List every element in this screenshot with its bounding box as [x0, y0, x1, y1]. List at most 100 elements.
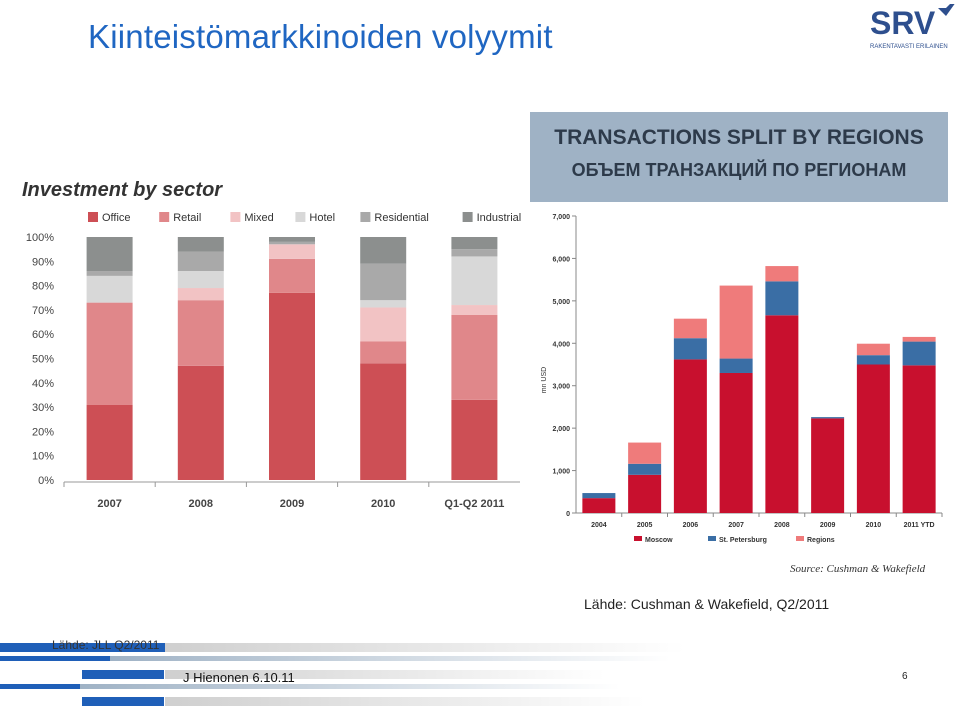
right-bar-st-petersburg: [811, 417, 845, 419]
right-y-label: mn USD: [541, 367, 548, 393]
left-legend-label-office: Office: [102, 212, 131, 224]
left-bar-hotel: [86, 275, 133, 303]
left-y-tick: 50%: [32, 354, 54, 366]
left-x-label: 2008: [189, 498, 213, 510]
left-y-tick: 20%: [32, 426, 54, 438]
footer-stripes: [0, 643, 685, 706]
right-y-tick: 0: [566, 511, 570, 518]
left-bar-residential: [360, 263, 407, 301]
left-y-axis: 0% 10% 20% 30% 40% 50% 60% 70% 80% 90% 100%: [26, 232, 520, 487]
right-x-label: 2011 YTD: [904, 522, 935, 529]
left-bar-residential: [269, 241, 315, 245]
right-chart-title: TRANSACTIONS SPLIT BY REGIONS: [554, 126, 924, 149]
right-x-label: 2004: [591, 522, 607, 529]
page-number: 6: [902, 671, 908, 682]
left-x-label: 2009: [280, 498, 304, 510]
left-bar-hotel: [360, 300, 407, 308]
right-x-labels: 2004 2005 2006 2007 2008 2009 2010 2011 YTD: [591, 513, 943, 529]
left-legend-label-residential: Residential: [374, 212, 428, 224]
right-x-label: 2009: [820, 522, 836, 529]
left-x-labels: 2007 2008 2009 2010 Q1-Q2 2011: [63, 482, 504, 510]
left-bar-retail: [360, 341, 407, 364]
right-y-tick: 3,000: [552, 384, 570, 391]
logo-text: SRV: [870, 5, 936, 41]
left-bar-mixed: [451, 305, 498, 315]
left-legend: Office Retail Mixed Hotel Residential Industr…: [88, 212, 521, 224]
left-bar-office: [177, 365, 224, 480]
right-x-label: 2008: [774, 522, 790, 529]
left-bar-industrial: [451, 237, 498, 250]
right-bar-moscow: [811, 418, 845, 513]
right-legend-label: St. Petersburg: [719, 537, 767, 544]
right-bar-moscow: [765, 315, 799, 513]
left-bar-retail: [86, 302, 133, 405]
left-bar-office: [86, 404, 133, 480]
left-x-label: 2007: [97, 498, 121, 510]
left-chart-title: Investment by sector: [22, 179, 223, 201]
left-y-tick: 80%: [32, 281, 54, 293]
left-y-tick: 90%: [32, 256, 54, 268]
left-bars: [86, 237, 498, 480]
left-y-tick: 100%: [26, 232, 54, 244]
left-x-label: 2010: [371, 498, 395, 510]
right-bar-regions: [902, 336, 936, 342]
right-y-tick: 2,000: [552, 426, 570, 433]
right-legend-label: Regions: [807, 537, 835, 544]
left-y-tick: 30%: [32, 402, 54, 414]
left-legend-label-mixed: Mixed: [244, 212, 273, 224]
right-legend-swatch: [634, 536, 642, 541]
left-bar-office: [269, 292, 315, 480]
logo-tagline: RAKENTAVASTI ERILAINEN: [870, 44, 948, 50]
source-left: Lähde: JLL Q2/2011: [52, 638, 160, 652]
right-bar-st-petersburg: [856, 355, 890, 365]
left-bar-industrial: [177, 237, 224, 252]
right-x-label: 2010: [866, 522, 882, 529]
right-legend-swatch: [708, 536, 716, 541]
right-bar-moscow: [902, 365, 936, 513]
right-y-tick: 1,000: [552, 469, 570, 476]
left-bar-industrial: [86, 237, 133, 272]
right-legend-swatch: [796, 536, 804, 541]
right-bar-regions: [628, 442, 662, 464]
left-legend-label-hotel: Hotel: [309, 212, 335, 224]
left-bar-mixed: [360, 307, 407, 342]
right-chart-subtitle: ОБЪЕМ ТРАНЗАКЦИЙ ПО РЕГИОНАМ: [571, 160, 907, 180]
right-bar-moscow: [628, 474, 662, 513]
right-legend-label: Moscow: [645, 537, 673, 544]
left-bar-office: [451, 399, 498, 480]
left-legend-swatch-residential: [360, 212, 371, 222]
investment-by-sector-chart: Investment by sector Office Retail Mixed Ho…: [20, 170, 525, 520]
right-bar-regions: [856, 343, 890, 356]
srv-logo: SRV RAKENTAVASTI ERILAINEN: [868, 4, 956, 52]
source-right: Lähde: Cushman & Wakefield, Q2/2011: [584, 596, 830, 612]
slide-title: Kiinteistömarkkinoiden volyymit: [88, 18, 553, 55]
left-bar-retail: [177, 300, 224, 366]
left-legend-label-retail: Retail: [173, 212, 201, 224]
right-bar-moscow: [582, 498, 616, 513]
right-bar-regions: [673, 318, 707, 339]
left-legend-swatch-office: [88, 212, 98, 222]
right-bar-st-petersburg: [902, 341, 936, 366]
right-bar-st-petersburg: [673, 338, 707, 360]
left-y-tick: 10%: [32, 451, 54, 463]
right-legend: Moscow St. Petersburg Regions: [634, 536, 835, 544]
left-bar-hotel: [177, 271, 224, 289]
left-bar-residential: [177, 251, 224, 272]
left-y-tick: 40%: [32, 378, 54, 390]
right-x-label: 2007: [728, 522, 744, 529]
left-bar-hotel: [451, 256, 498, 306]
footer-author: J Hienonen 6.10.11: [183, 670, 295, 685]
right-bar-st-petersburg: [765, 281, 799, 316]
right-y-tick: 4,000: [552, 341, 570, 348]
left-legend-swatch-industrial: [462, 212, 473, 222]
left-legend-label-industrial: Industrial: [477, 212, 522, 224]
left-y-tick: 70%: [32, 305, 54, 317]
left-bar-retail: [269, 258, 315, 293]
right-chart-header: TRANSACTIONS SPLIT BY REGIONS ОБЪЕМ ТРАН…: [530, 112, 948, 202]
right-bar-regions: [765, 266, 799, 282]
cw-source: Source: Cushman & Wakefield: [790, 563, 926, 575]
left-bar-office: [360, 363, 407, 480]
right-y-tick: 7,000: [552, 214, 570, 221]
left-legend-swatch-mixed: [230, 212, 241, 222]
right-bar-moscow: [856, 364, 890, 513]
